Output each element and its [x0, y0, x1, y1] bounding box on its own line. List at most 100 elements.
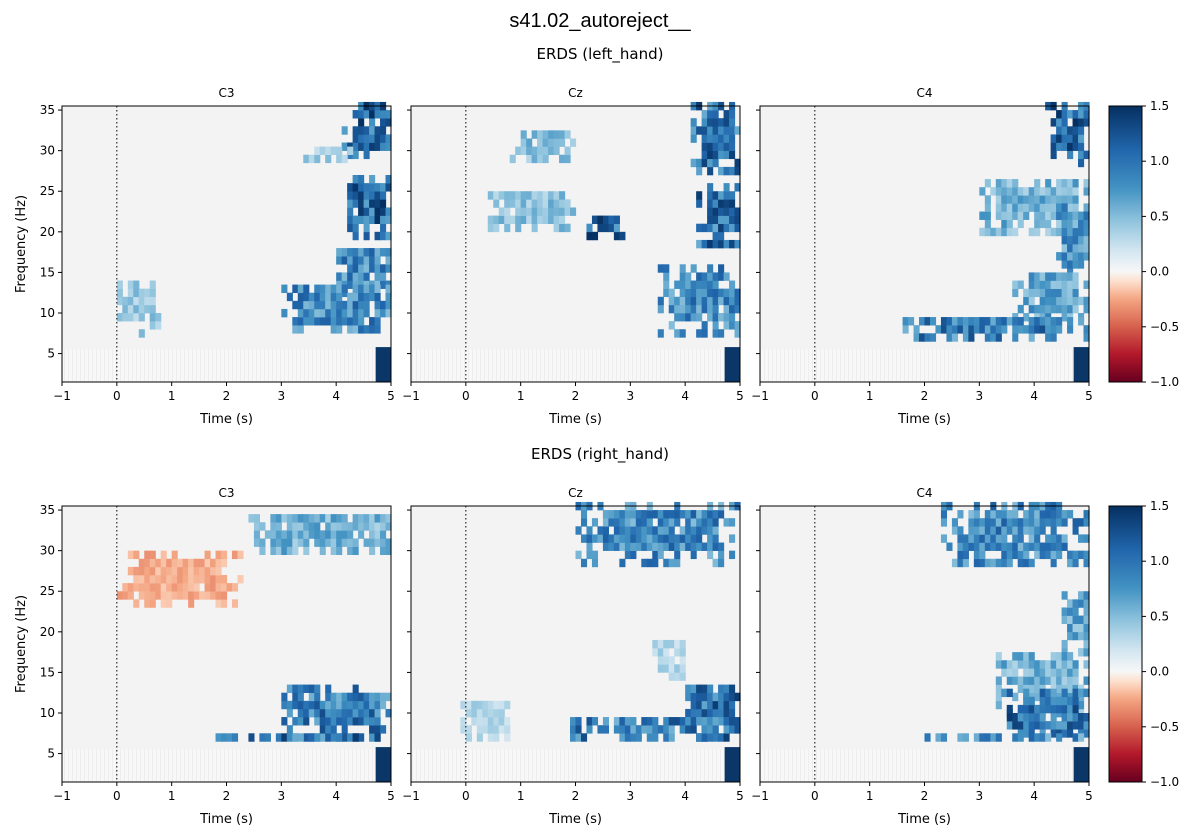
heatmap-cell: [935, 733, 942, 742]
heatmap-cell: [1067, 696, 1074, 706]
heatmap-cell: [363, 142, 370, 151]
heatmap-cell: [602, 534, 609, 543]
heatmap-cell: [215, 599, 222, 608]
heatmap-cell: [718, 684, 725, 694]
heatmap-cell: [701, 684, 708, 694]
heatmap-cell: [1056, 721, 1063, 730]
heatmap-cell: [718, 231, 725, 241]
heatmap-cell: [1056, 510, 1063, 519]
heatmap-cell: [1078, 599, 1085, 608]
heatmap-cell: [542, 138, 549, 147]
heatmap-cell: [663, 518, 670, 527]
heatmap-cell: [1045, 211, 1052, 220]
heatmap-cell: [1028, 325, 1035, 334]
heatmap-cell: [149, 599, 156, 608]
heatmap-cell: [570, 207, 577, 216]
heatmap-cell: [460, 700, 467, 710]
heatmap-cell: [679, 534, 686, 543]
heatmap-cell: [613, 717, 620, 726]
heatmap-cell: [723, 684, 730, 694]
heatmap-cell: [663, 288, 670, 298]
heatmap-cell: [559, 199, 566, 208]
heatmap-cell: [493, 215, 500, 225]
heatmap-cell: [127, 583, 134, 592]
heatmap-cell: [1028, 660, 1035, 669]
heatmap-cell: [729, 313, 736, 322]
heatmap-cell: [308, 300, 315, 310]
heatmap-cell: [330, 308, 337, 318]
heatmap-cell: [1039, 211, 1046, 220]
x-tick-label: 5: [736, 389, 744, 403]
heatmap-cell: [292, 700, 299, 710]
heatmap-cell: [701, 272, 708, 281]
heatmap-cell: [1056, 227, 1063, 237]
heatmap-cell: [122, 313, 129, 322]
heatmap-cell: [385, 538, 392, 547]
heatmap-cell: [286, 700, 293, 710]
heatmap-cell: [1050, 510, 1057, 519]
heatmap-cell: [369, 183, 376, 192]
heatmap-cell: [1072, 235, 1079, 245]
heatmap-cell: [347, 199, 354, 208]
heatmap-cell: [723, 296, 730, 306]
heatmap-cell: [1012, 195, 1019, 204]
heatmap-cell: [1034, 534, 1041, 543]
heatmap-cell: [292, 538, 299, 547]
heatmap-cell: [542, 130, 549, 139]
heatmap-cell: [352, 199, 359, 208]
heatmap-cell: [1001, 534, 1008, 543]
heatmap-cell: [668, 717, 675, 726]
heatmap-cell: [707, 158, 714, 168]
heatmap-cell: [729, 296, 736, 306]
heatmap-cell: [319, 317, 326, 326]
heatmap-cell: [341, 317, 348, 326]
heatmap-cell: [729, 304, 736, 314]
heatmap-cell: [297, 522, 304, 531]
heatmap-cell: [341, 725, 348, 734]
heatmap-cell: [380, 207, 387, 216]
heatmap-cell: [1034, 325, 1041, 334]
heatmap-cell: [652, 733, 659, 742]
heatmap-cell: [1067, 219, 1074, 229]
heatmap-cell: [1050, 721, 1057, 730]
heatmap-cell: [1045, 542, 1052, 551]
heatmap-cell: [696, 526, 703, 535]
heatmap-cell: [319, 146, 326, 156]
heatmap-cell: [701, 142, 708, 151]
heatmap-cell: [515, 223, 522, 233]
heatmap-cell: [374, 700, 381, 710]
heatmap-cell: [1050, 526, 1057, 535]
heatmap-cell: [679, 526, 686, 535]
heatmap-cell: [314, 292, 321, 302]
heatmap-cell: [352, 272, 359, 281]
heatmap-cell: [325, 733, 332, 742]
heatmap-cell: [548, 207, 555, 216]
heatmap-cell: [369, 110, 376, 119]
heatmap-cell: [602, 510, 609, 519]
heatmap-cell: [369, 207, 376, 216]
heatmap-cell: [1056, 317, 1063, 326]
heatmap-cell: [374, 733, 381, 742]
heatmap-cell: [1039, 704, 1046, 714]
heatmap-cell: [363, 300, 370, 310]
heatmap-cell: [1034, 211, 1041, 220]
heatmap-cell: [1028, 203, 1035, 212]
x-tick-label: 3: [976, 389, 984, 403]
heatmap-cell: [957, 733, 964, 742]
heatmap-cell: [657, 510, 664, 519]
low-frequency-band: [760, 349, 1089, 382]
heatmap-cell: [487, 717, 494, 726]
heatmap-cell: [564, 154, 571, 164]
heatmap-cell: [369, 538, 376, 547]
heatmap-cell: [608, 534, 615, 543]
heatmap-cell: [182, 583, 189, 592]
heatmap-cell: [1050, 333, 1057, 342]
heatmap-cell: [1072, 296, 1079, 306]
heatmap-cell: [1056, 660, 1063, 669]
heatmap-cell: [1045, 676, 1052, 685]
heatmap-cell: [1067, 150, 1074, 160]
heatmap-cell: [1001, 179, 1008, 188]
heatmap-cell: [602, 542, 609, 551]
heatmap-cell: [138, 566, 145, 576]
